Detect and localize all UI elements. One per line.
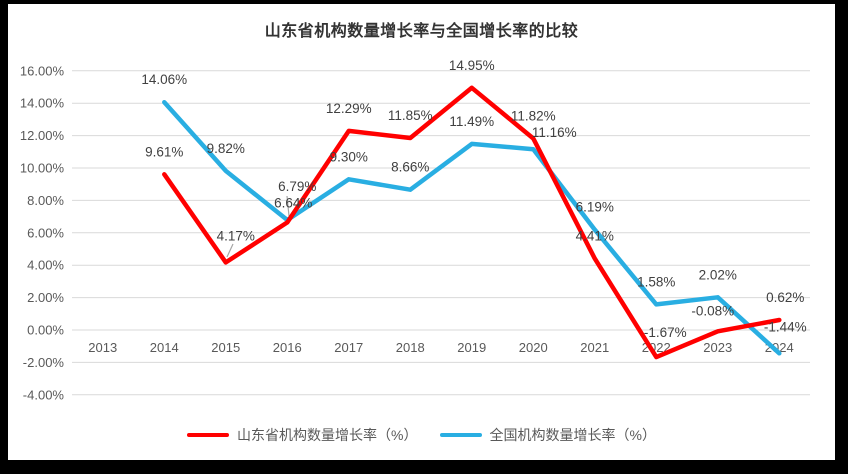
- y-axis-tick-label: 16.00%: [20, 63, 65, 78]
- legend-line-swatch-blue: [439, 433, 482, 437]
- x-axis-tick-label: 2013: [88, 340, 117, 355]
- legend-item-national: 全国机构数量增长率（%）: [439, 425, 656, 445]
- data-label: 1.58%: [637, 274, 675, 289]
- y-axis-tick-label: 2.00%: [27, 290, 64, 305]
- y-axis-tick-label: 14.00%: [20, 96, 65, 111]
- legend-label-national: 全国机构数量增长率（%）: [489, 427, 656, 443]
- data-label: 6.19%: [576, 200, 614, 215]
- chart-legend: 山东省机构数量增长率（%） 全国机构数量增长率（%）: [8, 425, 835, 445]
- x-axis-tick-label: 2016: [273, 340, 302, 355]
- y-axis-tick-label: 4.00%: [27, 258, 64, 273]
- chart-title: 山东省机构数量增长率与全国增长率的比较: [264, 23, 579, 40]
- data-label: 2.02%: [699, 267, 737, 282]
- x-axis-tick-label: 2015: [211, 340, 240, 355]
- data-label: 14.95%: [449, 58, 495, 73]
- data-label: 0.62%: [766, 290, 804, 305]
- legend-label-shandong: 山东省机构数量增长率（%）: [237, 427, 418, 443]
- legend-item-shandong: 山东省机构数量增长率（%）: [187, 425, 418, 445]
- data-label: 11.49%: [449, 114, 494, 129]
- data-label: 9.30%: [330, 149, 368, 164]
- x-axis-tick-label: 2017: [334, 340, 363, 355]
- series-line-shandong: [162, 85, 782, 360]
- data-label-leader-line: [286, 195, 290, 217]
- y-axis-tick-label: -2.00%: [23, 355, 65, 370]
- data-label: 6.79%: [278, 179, 316, 194]
- data-label: -1.44%: [764, 319, 807, 334]
- series-line-national: [162, 99, 782, 356]
- x-axis-tick-label: 2020: [519, 340, 548, 355]
- data-label: 6.64%: [274, 195, 312, 210]
- data-label: 9.82%: [207, 141, 245, 156]
- data-label: 14.06%: [141, 72, 187, 87]
- x-axis-tick-label: 2023: [703, 340, 732, 355]
- x-axis-tick-label: 2021: [580, 340, 609, 355]
- data-label: 12.29%: [326, 101, 372, 116]
- data-label: 11.16%: [532, 125, 577, 140]
- data-label: 11.82%: [511, 109, 556, 124]
- x-axis-tick-label: 2019: [457, 340, 486, 355]
- data-label-leader-line: [226, 243, 234, 258]
- x-axis-tick-label: 2014: [150, 340, 179, 355]
- data-label: 11.85%: [388, 108, 433, 123]
- data-label: 4.17%: [217, 228, 255, 243]
- chart-panel: [8, 4, 835, 460]
- data-label: 8.66%: [391, 160, 429, 175]
- y-axis-tick-label: 6.00%: [27, 225, 64, 240]
- y-axis-tick-label: 8.00%: [27, 193, 64, 208]
- data-label: -0.08%: [691, 303, 734, 318]
- y-axis-tick-label: -4.00%: [23, 387, 65, 402]
- y-axis-tick-label: 0.00%: [27, 323, 64, 338]
- legend-line-swatch-red: [187, 433, 230, 437]
- y-axis-tick-label: 10.00%: [20, 161, 65, 176]
- data-label: 9.61%: [145, 144, 183, 159]
- y-axis-tick-label: 12.00%: [20, 128, 65, 143]
- data-label: -1.67%: [644, 325, 687, 340]
- data-label: 4.41%: [576, 229, 614, 244]
- x-axis-tick-label: 2018: [396, 340, 425, 355]
